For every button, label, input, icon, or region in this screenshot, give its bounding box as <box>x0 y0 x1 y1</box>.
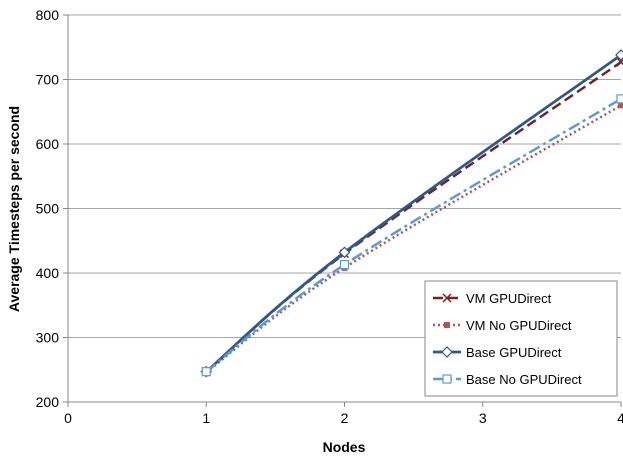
legend-label: VM GPUDirect <box>466 291 552 306</box>
legend-marker <box>444 322 450 328</box>
x-tick-label: 0 <box>64 410 72 426</box>
legend-box <box>424 280 618 397</box>
legend-entry: VM GPUDirect <box>433 291 552 306</box>
series-lines <box>200 49 623 378</box>
gridlines <box>68 14 621 403</box>
legend-label: Base GPUDirect <box>466 345 562 360</box>
data-point-marker <box>201 367 211 377</box>
legend-label: Base No GPUDirect <box>466 372 582 387</box>
y-tick-label: 700 <box>36 72 60 88</box>
y-axis-title: Average Timesteps per second <box>6 106 22 312</box>
legend-entry: Base No GPUDirect <box>433 372 582 387</box>
x-tick-label: 1 <box>202 410 210 426</box>
legend: VM GPUDirect VM No GPUDirect Base GPUDirec… <box>424 280 618 397</box>
series-base-no-gpudirect <box>201 94 623 377</box>
legend-label: VM No GPUDirect <box>466 318 572 333</box>
data-point-marker <box>616 57 623 67</box>
data-point-marker <box>615 49 623 61</box>
y-tick-label: 200 <box>36 394 60 410</box>
legend-marker <box>441 346 453 358</box>
y-tick-label: 500 <box>36 201 60 217</box>
x-axis-title: Nodes <box>323 439 366 455</box>
legend-marker <box>442 293 452 303</box>
y-tick-label: 300 <box>36 330 60 346</box>
series-line <box>205 97 622 373</box>
x-tick-label: 4 <box>617 410 623 426</box>
y-tick-label: 800 <box>36 7 60 23</box>
y-tick-label: 400 <box>36 265 60 281</box>
data-point-marker <box>618 102 623 109</box>
data-point-marker <box>338 246 351 259</box>
legend-entry: VM No GPUDirect <box>433 318 572 333</box>
legend-marker <box>442 374 452 384</box>
x-tick-label: 2 <box>341 410 349 426</box>
axes: 200 300 400 500 600 700 800 0 1 2 3 4 <box>36 7 623 426</box>
y-tick-label: 600 <box>36 136 60 152</box>
data-point-marker <box>339 260 350 270</box>
x-tick-label: 3 <box>479 410 487 426</box>
data-point-marker <box>616 94 623 104</box>
series-line <box>205 53 622 373</box>
legend-entry: Base GPUDirect <box>433 345 562 360</box>
